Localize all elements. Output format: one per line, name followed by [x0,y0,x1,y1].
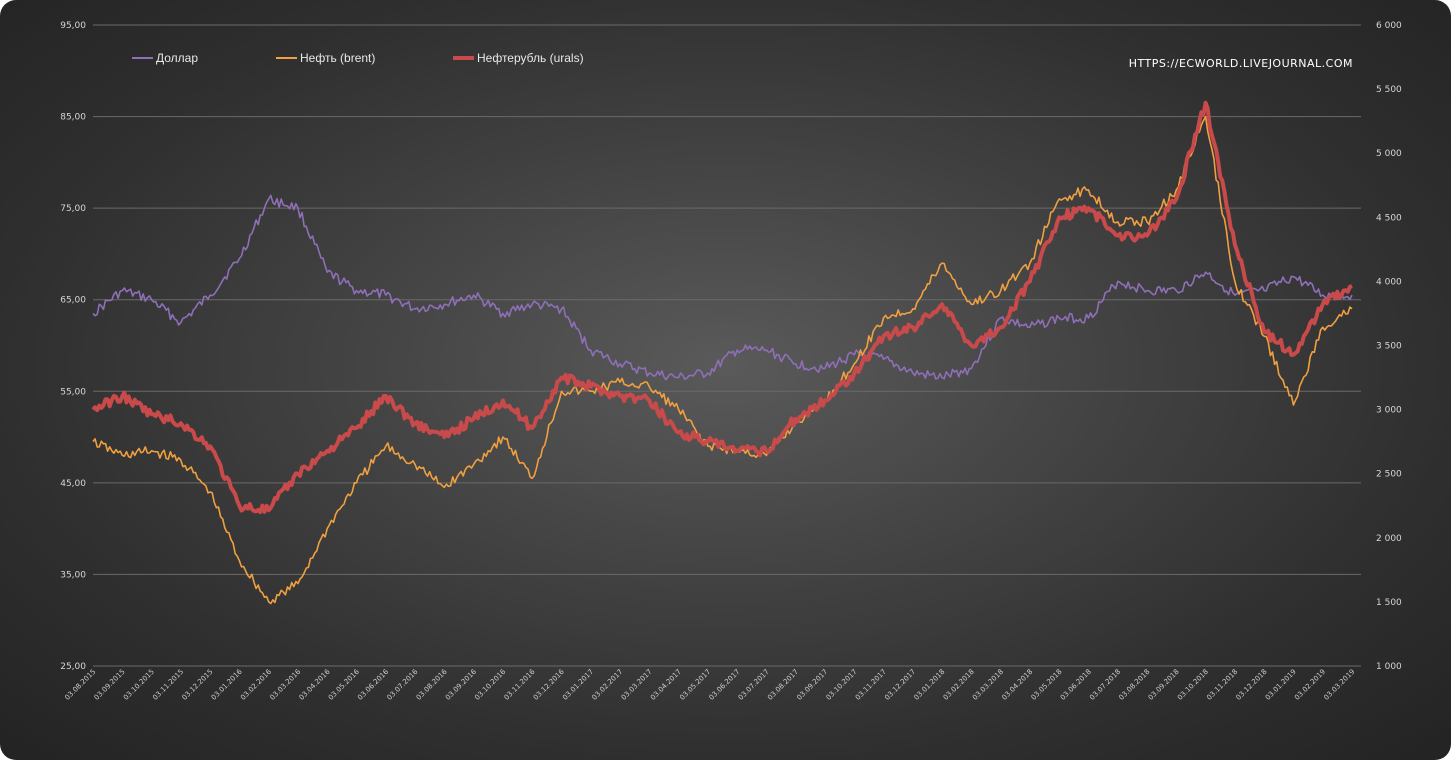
left-tick-label: 95,00 [60,21,86,31]
left-tick-label: 75,00 [60,204,86,214]
series [91,100,1353,605]
legend-label: Нефтерубль (urals) [477,51,584,65]
legend-label: Нефть (brent) [300,51,375,65]
x-tick-label: 03.03.2019 [1322,668,1356,702]
series-line-1 [92,194,1353,381]
left-axis: 95,00 85,00 75,00 65,00 55,00 45,00 35,00 25,00 [60,21,86,672]
left-tick-label: 55,00 [60,387,86,397]
right-tick-label: 3 500 [1376,342,1402,352]
left-tick-label: 65,00 [60,296,86,306]
right-tick-label: 6 000 [1376,21,1402,31]
right-axis: 6 000 5 500 5 000 4 500 4 000 3 500 3 000 2 500… [1376,21,1402,672]
right-tick-label: 3 000 [1376,406,1402,416]
left-tick-label: 25,00 [60,662,86,672]
right-tick-label: 4 000 [1376,277,1402,287]
right-tick-label: 1 500 [1376,598,1402,608]
right-tick-label: 4 500 [1376,213,1402,223]
series-line-3 [91,100,1353,515]
left-tick-label: 35,00 [60,570,86,580]
left-tick-label: 85,00 [60,113,86,123]
series-line-2 [92,115,1353,605]
right-tick-label: 1 000 [1376,662,1402,672]
left-tick-label: 45,00 [60,479,86,489]
gridlines [93,24,1361,667]
legend: Доллар Нефть (brent) Нефтерубль (urals) [132,51,584,65]
right-tick-label: 5 500 [1376,85,1402,95]
right-tick-label: 2 000 [1376,534,1402,544]
watermark-text: HTTPS://ECWORLD.LIVEJOURNAL.COM [1129,57,1353,70]
right-tick-label: 2 500 [1376,470,1402,480]
right-tick-label: 5 000 [1376,149,1402,159]
x-axis: 03.08.201503.09.201503.10.201503.11.2015… [63,667,1356,701]
legend-label: Доллар [156,51,198,65]
